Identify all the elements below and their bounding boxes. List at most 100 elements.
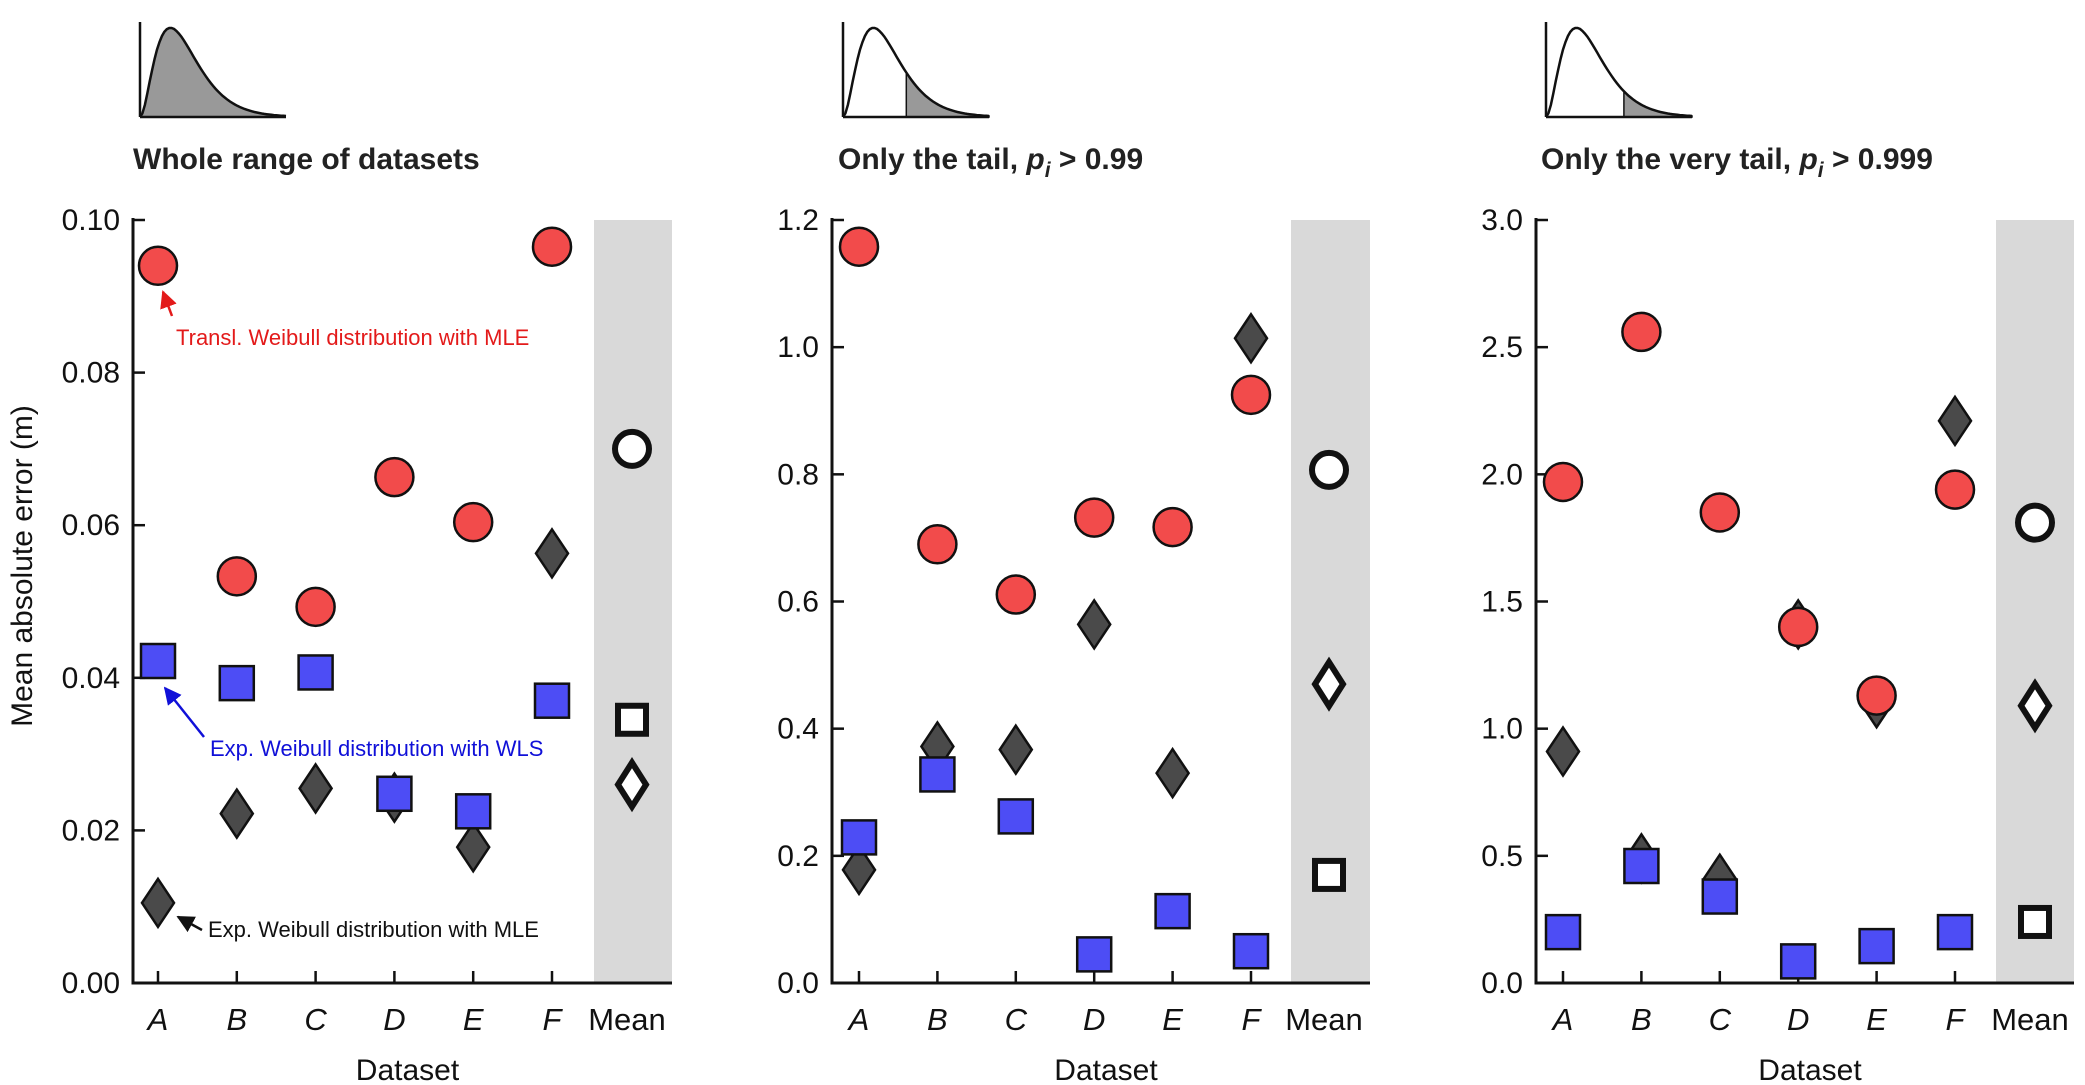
mean-square — [1312, 857, 1346, 892]
x-tick-label: A — [847, 1002, 870, 1037]
y-tick-label: 0.06 — [62, 509, 120, 542]
x-tick-label: E — [1866, 1002, 1887, 1037]
mean-diamond — [2017, 678, 2053, 734]
panel-2-x-axis-label: Dataset — [1054, 1054, 1158, 1085]
circle-point-D — [1073, 497, 1115, 538]
x-tick-label: C — [1005, 1002, 1028, 1037]
square-point-C — [297, 654, 334, 691]
x-tick-label: B — [226, 1002, 247, 1037]
panel-3: Only the very tail, pi > 0.999 0.0 0.5 1.0… — [1481, 22, 2074, 1085]
y-tick-label: 1.5 — [1481, 586, 1523, 619]
x-tick-label: A — [146, 1002, 169, 1037]
x-tick-label: C — [1709, 1002, 1732, 1037]
diamond-point-A — [841, 843, 877, 897]
panel-2-mean-band — [1291, 220, 1370, 983]
x-tick-label: Mean — [1991, 1002, 2069, 1037]
panel-2-title: Only the tail, pi > 0.99 — [838, 143, 1143, 182]
square-point-D — [1075, 936, 1113, 973]
mean-circle — [612, 428, 652, 469]
mean-diamond — [614, 757, 650, 813]
panel-1-y-axis: 0.00 0.02 0.04 0.06 0.08 0.10 — [62, 204, 145, 1000]
square-point-B — [1623, 847, 1660, 885]
y-tick-label: 0.6 — [777, 586, 819, 619]
diamond-point-B — [219, 787, 255, 840]
x-tick-label: A — [1551, 1002, 1574, 1037]
circle-point-C — [1699, 492, 1741, 533]
annotation-arrow-exp-mle — [176, 915, 203, 933]
square-point-A — [840, 819, 878, 856]
square-point-B — [218, 664, 256, 702]
x-tick-label: E — [1162, 1002, 1183, 1037]
circle-point-F — [531, 226, 573, 267]
mean-circle — [1309, 449, 1349, 490]
y-tick-label: 0.0 — [1481, 967, 1523, 1000]
panel-3-inset-pdf-curve — [1544, 26, 1693, 118]
x-tick-label: F — [1242, 1002, 1263, 1037]
circle-point-D — [1777, 606, 1819, 648]
circle-point-C — [995, 574, 1037, 615]
panel-3-inset-shaded-area — [1623, 89, 1693, 118]
diamond-point-D — [1076, 598, 1112, 651]
square-point-A — [139, 642, 177, 680]
x-tick-label: D — [383, 1002, 405, 1037]
square-point-F — [1936, 913, 1974, 951]
y-tick-label: 1.0 — [777, 331, 819, 364]
square-point-F — [1232, 932, 1270, 970]
y-tick-label: 0.4 — [777, 713, 819, 746]
circle-point-B — [216, 556, 258, 597]
square-point-E — [454, 793, 492, 830]
circle-point-F — [1230, 374, 1272, 416]
diamond-point-C — [298, 762, 334, 815]
y-tick-label: 0.10 — [62, 204, 120, 237]
annotation-exp-wls: Exp. Weibull distribution with WLS — [210, 736, 543, 761]
panel-2-inset-pdf — [841, 22, 990, 119]
circle-point-E — [452, 501, 494, 543]
y-tick-label: 2.0 — [1481, 458, 1523, 491]
panel-3-x-axis-label: Dataset — [1758, 1054, 1862, 1085]
y-tick-label: 0.08 — [62, 357, 120, 390]
panel-2: Only the tail, pi > 0.99 0.0 0.2 0.4 0.6 0.8… — [777, 22, 1370, 1085]
y-tick-label: 2.5 — [1481, 331, 1523, 364]
mean-diamond — [1311, 656, 1347, 712]
y-tick-label: 0.00 — [62, 967, 120, 1000]
diamond-point-F — [1233, 312, 1269, 365]
panel-3-y-axis: 0.0 0.5 1.0 1.5 2.0 2.5 3.0 — [1481, 204, 1548, 1000]
circle-point-B — [1621, 311, 1662, 353]
y-tick-label: 0.8 — [777, 458, 819, 491]
square-point-C — [1701, 878, 1739, 915]
panel-1-x-axis: A B C D E F Mean — [146, 971, 666, 1037]
panel-1-data-points — [137, 226, 652, 930]
y-tick-label: 0.0 — [777, 967, 819, 1000]
circle-point-B — [917, 524, 958, 565]
panel-2-y-axis: 0.0 0.2 0.4 0.6 0.8 1.0 1.2 — [777, 204, 844, 1000]
panel-3-x-axis: A B C D E F Mean — [1551, 971, 2069, 1037]
y-tick-label: 1.0 — [1481, 713, 1523, 746]
square-point-B — [919, 756, 956, 793]
circle-point-E — [1152, 506, 1193, 548]
mean-square — [615, 702, 649, 737]
circle-point-E — [1856, 675, 1897, 716]
panel-3-mean-band — [1996, 220, 2074, 983]
square-point-D — [376, 775, 413, 813]
square-point-E — [1858, 927, 1895, 965]
y-tick-label: 3.0 — [1481, 204, 1523, 237]
annotation-exp-mle: Exp. Weibull distribution with MLE — [208, 917, 539, 942]
square-point-D — [1779, 943, 1817, 980]
diamond-point-C — [998, 723, 1034, 776]
square-point-A — [1544, 913, 1582, 951]
x-tick-label: Mean — [1285, 1002, 1363, 1037]
x-tick-label: F — [543, 1002, 564, 1037]
panel-1-inset-pdf — [138, 22, 287, 119]
panel-1-y-axis-label: Mean absolute error (m) — [6, 405, 39, 727]
diamond-point-A — [140, 876, 176, 930]
panel-1-inset-pdf-curve — [138, 26, 287, 118]
diamond-point-F — [534, 527, 570, 580]
y-tick-label: 0.2 — [777, 840, 819, 873]
square-point-C — [997, 798, 1035, 835]
circle-point-A — [1542, 461, 1584, 503]
panel-1-mean-band — [594, 220, 672, 983]
panel-3-inset-pdf — [1544, 22, 1693, 119]
x-tick-label: C — [304, 1002, 327, 1037]
square-point-E — [1154, 892, 1191, 930]
